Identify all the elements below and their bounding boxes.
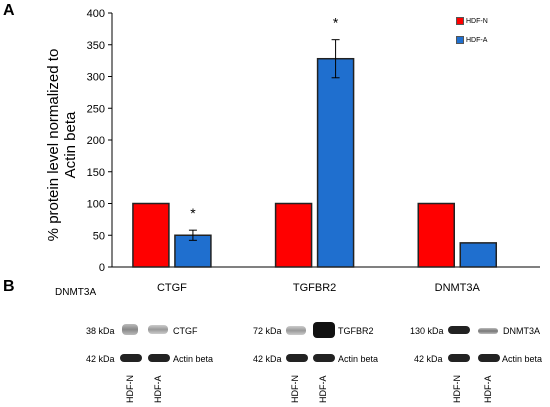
- significance-star: *: [333, 15, 339, 31]
- band-actin-tgfbr2-hdf-a: [313, 354, 335, 362]
- band-ctgf-hdf-n: [122, 324, 138, 335]
- band-actin-dnmt3a-hdf-n: [448, 354, 470, 362]
- legend-swatch-hdf-n: [456, 17, 464, 25]
- bar-hdf-n-ctgf: [132, 202, 170, 268]
- target-label-ctgf: CTGF: [173, 326, 198, 336]
- x-tick-label-dnmt3a: DNMT3A: [435, 282, 481, 294]
- panel-a-label: A: [3, 2, 15, 19]
- bar-chart: 0 50 100 150 200 250 300 350 400 CTGF TGFBR2 DNMT3A…: [87, 8, 540, 294]
- actin-label-tgfbr2: Actin beta: [338, 354, 379, 364]
- y-tick-label: 250: [87, 103, 105, 115]
- legend-label-hdf-n: HDF-N: [466, 17, 488, 25]
- legend-item-hdf-n: HDF-N: [456, 17, 488, 25]
- band-ctgf-hdf-a: [148, 325, 168, 334]
- band-actin-dnmt3a-hdf-a: [478, 354, 500, 362]
- x-tick-label-ctgf: CTGF: [157, 282, 187, 294]
- bar-hdf-a-dnmt3a: [459, 242, 498, 268]
- y-tick-label: 50: [93, 230, 105, 242]
- y-tick-label: 150: [87, 167, 105, 179]
- band-tgfbr2-hdf-a: [313, 322, 335, 338]
- legend-item-hdf-a: HDF-A: [456, 36, 487, 44]
- actin-label-dnmt3a: Actin beta: [502, 354, 543, 364]
- band-actin-ctgf-hdf-a: [148, 354, 170, 362]
- lane-label-ctgf-hdf-a: HDF-A: [153, 375, 163, 404]
- actin-kda-tgfbr2: 42 kDa: [253, 354, 282, 364]
- y-tick-label: 400: [87, 8, 105, 20]
- actin-kda-ctgf: 42 kDa: [86, 354, 115, 364]
- bar-hdf-n-dnmt3a: [417, 202, 456, 268]
- band-actin-tgfbr2-hdf-n: [286, 354, 308, 362]
- bar-hdf-n-tgfbr2: [274, 202, 313, 268]
- panel-b-label: B: [3, 278, 15, 295]
- legend-label-hdf-a: HDF-A: [466, 36, 488, 44]
- band-dnmt3a-hdf-n: [448, 326, 470, 334]
- y-tick-label: 100: [87, 199, 105, 211]
- lane-label-dnmt3a-hdf-n: HDF-N: [452, 375, 462, 403]
- lane-label-dnmt3a-hdf-a: HDF-A: [483, 375, 493, 404]
- target-kda-dnmt3a: 130 kDa: [410, 326, 444, 336]
- x-tick-label-tgfbr2: TGFBR2: [293, 282, 336, 294]
- lane-label-tgfbr2-hdf-a: HDF-A: [318, 375, 328, 404]
- legend-swatch-hdf-a: [456, 36, 464, 44]
- bar-hdf-a-tgfbr2: [316, 57, 355, 268]
- target-kda-tgfbr2: 72 kDa: [253, 326, 282, 336]
- target-label-dnmt3a: DNMT3A: [503, 326, 541, 336]
- significance-star: *: [190, 205, 196, 221]
- target-kda-ctgf: 38 kDa: [86, 326, 115, 336]
- y-tick-label: 350: [87, 40, 105, 52]
- target-label-tgfbr2: TGFBR2: [338, 326, 374, 336]
- actin-kda-dnmt3a: 42 kDa: [414, 354, 443, 364]
- band-tgfbr2-hdf-n: [286, 326, 306, 335]
- actin-label-ctgf: Actin beta: [173, 354, 214, 364]
- lane-label-tgfbr2-hdf-n: HDF-N: [290, 375, 300, 403]
- y-tick-label: 0: [99, 262, 105, 274]
- blot-row-label: DNMT3A: [55, 287, 97, 298]
- y-tick-label: 300: [87, 72, 105, 84]
- band-actin-ctgf-hdf-n: [120, 354, 142, 362]
- band-dnmt3a-hdf-a: [478, 328, 498, 334]
- y-tick-label: 200: [87, 135, 105, 147]
- lane-label-ctgf-hdf-n: HDF-N: [125, 375, 135, 403]
